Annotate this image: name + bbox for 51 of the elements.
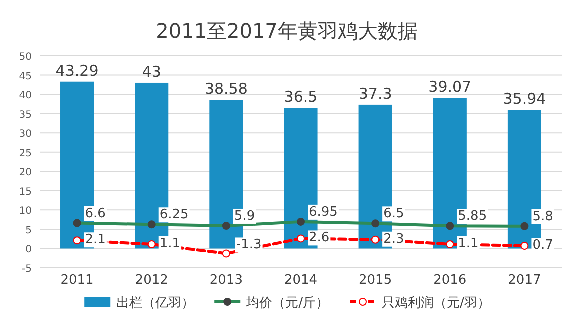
data-label: 6.6 bbox=[85, 206, 106, 222]
point bbox=[73, 236, 82, 245]
legend-label: 出栏（亿羽） bbox=[116, 296, 195, 311]
data-label: 38.58 bbox=[204, 80, 248, 98]
data-label: 43 bbox=[142, 62, 162, 81]
data-label: 39.07 bbox=[428, 78, 472, 96]
data-label: 5.85 bbox=[458, 209, 488, 224]
legend-label: 均价（元/斤） bbox=[246, 296, 329, 311]
data-label: 6.25 bbox=[160, 208, 189, 223]
data-label: 6.95 bbox=[309, 204, 338, 220]
chart-title: 2011至2017年黄羽鸡大数据 bbox=[156, 19, 418, 43]
y-tick-label: -5 bbox=[22, 264, 32, 275]
data-label: 37.3 bbox=[358, 84, 392, 103]
y-tick-label: 35 bbox=[19, 110, 32, 121]
data-label: 1.1 bbox=[160, 236, 181, 252]
data-label: 2.3 bbox=[384, 232, 404, 247]
x-tick-label: 2014 bbox=[284, 273, 318, 288]
point bbox=[372, 236, 380, 244]
point bbox=[520, 242, 529, 250]
data-label: 5.8 bbox=[532, 209, 554, 224]
x-tick-label: 2011 bbox=[60, 273, 94, 288]
y-tick-label: 25 bbox=[19, 148, 32, 160]
y-tick-label: 50 bbox=[19, 52, 32, 63]
data-label: 6.5 bbox=[384, 206, 404, 222]
x-tick-label: 2012 bbox=[135, 273, 168, 288]
data-label: -1.3 bbox=[236, 238, 262, 253]
legend-label: 只鸡利润（元/羽） bbox=[382, 296, 490, 311]
y-tick-label: 10 bbox=[19, 206, 32, 218]
y-tick-label: 15 bbox=[19, 186, 32, 198]
y-tick-label: 40 bbox=[19, 90, 32, 102]
x-tick-label: 2013 bbox=[210, 273, 243, 288]
point bbox=[297, 234, 305, 243]
data-label: 1.1 bbox=[458, 236, 479, 252]
data-label: 2.6 bbox=[309, 230, 330, 246]
y-tick-label: 20 bbox=[19, 168, 32, 179]
data-label: 36.5 bbox=[284, 88, 318, 106]
data-label: 0.7 bbox=[532, 238, 554, 254]
y-tick-label: 5 bbox=[26, 225, 32, 236]
x-tick-label: 2017 bbox=[508, 273, 542, 288]
point bbox=[446, 240, 454, 248]
x-tick-label: 2016 bbox=[434, 273, 467, 288]
y-tick-label: 45 bbox=[19, 71, 32, 82]
point bbox=[222, 250, 230, 258]
data-label: 5.9 bbox=[234, 208, 256, 224]
y-tick-label: 30 bbox=[19, 129, 32, 140]
point bbox=[148, 240, 156, 248]
y-tick-label: 0 bbox=[26, 244, 32, 256]
data-label: 35.94 bbox=[503, 90, 546, 108]
data-label: 2.1 bbox=[85, 232, 106, 248]
x-tick-label: 2015 bbox=[359, 273, 392, 288]
data-label: 43.29 bbox=[56, 62, 99, 80]
